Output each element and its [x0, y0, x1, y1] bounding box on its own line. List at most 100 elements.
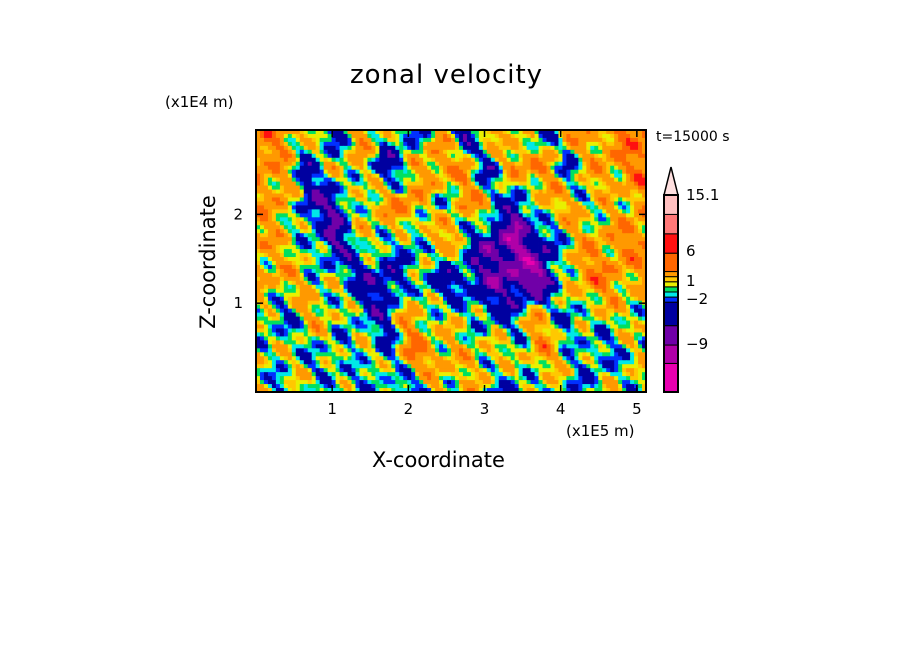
contour-cell: [263, 173, 269, 179]
contour-cell: [259, 264, 265, 270]
contour-cell: [586, 264, 591, 270]
contour-cell: [279, 268, 285, 274]
contour-cell: [395, 209, 400, 214]
contour-cell: [454, 284, 460, 290]
contour-cell: [542, 264, 547, 270]
contour-cell: [263, 145, 269, 151]
contour-cell: [562, 173, 567, 179]
contour-cell: [319, 245, 325, 250]
contour-cell: [530, 153, 535, 159]
contour-cell: [287, 257, 293, 262]
contour-cell: [311, 324, 317, 329]
contour-cell: [506, 193, 512, 198]
contour-cell: [618, 320, 623, 325]
contour-cell: [311, 169, 317, 175]
contour-cell: [610, 320, 615, 325]
contour-cell: [295, 264, 301, 270]
contour-cell: [335, 205, 340, 210]
contour-cell: [602, 268, 607, 274]
contour-cell: [494, 141, 500, 147]
contour-cell: [602, 312, 607, 317]
contour-cell: [510, 185, 516, 190]
contour-cell: [478, 177, 484, 183]
contour-cell: [566, 205, 571, 210]
contour-cell: [482, 205, 488, 210]
contour-cell: [598, 268, 603, 274]
contour-cell: [466, 153, 472, 159]
contour-cell: [327, 308, 333, 314]
contour-cell: [606, 229, 611, 234]
contour-cell: [431, 133, 436, 139]
contour-cell: [598, 272, 603, 278]
contour-cell: [606, 272, 611, 278]
contour-cell: [339, 217, 344, 222]
contour-cell: [606, 257, 611, 262]
contour-cell: [558, 268, 563, 274]
contour-cell: [363, 169, 368, 175]
contour-cell: [614, 177, 619, 183]
contour-cell: [470, 257, 476, 262]
contour-cell: [470, 149, 476, 155]
contour-cell: [347, 130, 352, 135]
contour-cell: [606, 157, 611, 163]
contour-cell: [546, 328, 551, 333]
contour-cell: [423, 165, 428, 171]
contour-cell: [367, 308, 372, 314]
contour-cell: [287, 253, 293, 258]
contour-cell: [618, 225, 623, 230]
contour-cell: [502, 320, 508, 325]
contour-cell: [443, 280, 448, 286]
contour-cell: [355, 312, 360, 317]
contour-cell: [542, 193, 547, 198]
contour-cell: [427, 276, 432, 282]
contour-cell: [642, 324, 647, 329]
contour-cell: [343, 197, 348, 202]
contour-cell: [439, 145, 444, 151]
contour-cell: [399, 312, 404, 317]
contour-cell: [291, 264, 297, 270]
contour-cell: [510, 284, 516, 290]
contour-cell: [530, 320, 535, 325]
contour-cell: [638, 157, 643, 163]
contour-cell: [518, 316, 524, 321]
contour-cell: [506, 312, 512, 317]
contour-cell: [478, 276, 484, 282]
contour-cell: [590, 225, 595, 230]
contour-cell: [514, 185, 520, 190]
contour-cell: [343, 161, 348, 167]
contour-cell: [462, 141, 468, 147]
contour-cell: [451, 316, 456, 321]
contour-cell: [622, 304, 627, 310]
contour-cell: [427, 149, 432, 155]
contour-cell: [482, 161, 488, 167]
contour-cell: [435, 217, 440, 222]
contour-cell: [307, 320, 313, 325]
contour-cell: [283, 165, 289, 171]
contour-cell: [462, 264, 468, 270]
contour-cell: [383, 249, 388, 254]
contour-cell: [403, 245, 408, 250]
contour-cell: [590, 257, 595, 262]
contour-cell: [482, 137, 488, 143]
contour-cell: [590, 245, 595, 250]
contour-cell: [590, 209, 595, 214]
contour-cell: [534, 261, 539, 266]
contour-cell: [562, 245, 567, 250]
contour-cell: [634, 197, 639, 202]
contour-cell: [554, 225, 559, 230]
contour-cell: [486, 316, 492, 321]
contour-cell: [295, 205, 301, 210]
contour-cell: [379, 249, 384, 254]
contour-cell: [307, 296, 313, 302]
contour-cell: [263, 221, 269, 226]
contour-cell: [554, 316, 559, 321]
contour-cell: [482, 225, 488, 230]
contour-cell: [534, 181, 539, 186]
contour-cell: [566, 312, 571, 317]
contour-cell: [574, 245, 579, 250]
contour-cell: [415, 157, 420, 163]
contour-cell: [518, 221, 524, 226]
contour-cell: [590, 133, 595, 139]
contour-cell: [570, 237, 575, 242]
contour-cell: [482, 197, 488, 202]
